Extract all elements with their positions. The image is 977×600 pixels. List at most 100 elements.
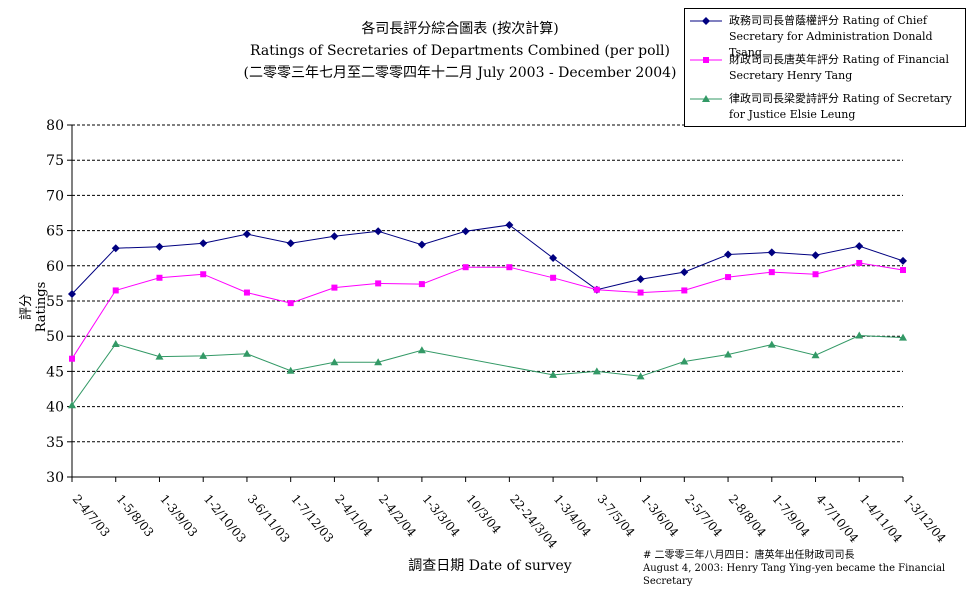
y-tick-label: 70 bbox=[46, 188, 64, 204]
data-point bbox=[680, 268, 689, 277]
x-tick-label: 4-7/10/04 bbox=[813, 492, 861, 546]
chart-legend: 政務司司長曾蔭權評分 Rating of Chief Secretary for… bbox=[684, 8, 966, 127]
data-point bbox=[506, 264, 513, 271]
chart-date-range: (二零零三年七月至二零零四年十二月 July 2003 - December 2… bbox=[243, 65, 677, 81]
square-marker-icon bbox=[690, 57, 722, 63]
series-group bbox=[68, 220, 907, 409]
x-tick-label: 1-2/10/03 bbox=[201, 492, 249, 545]
y-tick-label: 80 bbox=[46, 118, 64, 134]
y-tick-label: 65 bbox=[46, 224, 64, 240]
chart-title: 各司長評分綜合圖表 (按次計算) bbox=[361, 21, 559, 37]
data-point bbox=[592, 367, 601, 375]
x-tick-label: 2-8/8/04 bbox=[726, 492, 769, 540]
axes bbox=[67, 124, 904, 482]
data-point bbox=[724, 350, 733, 358]
data-point bbox=[768, 269, 775, 276]
data-point bbox=[199, 351, 208, 359]
x-tick-label: 3-6/11/03 bbox=[245, 492, 293, 545]
y-tick-label: 40 bbox=[46, 400, 64, 416]
x-axis-label: 調查日期 Date of survey bbox=[408, 558, 572, 574]
legend-label: 財政司司長唐英年評分 Rating of Financial Secretary… bbox=[729, 53, 949, 82]
data-point bbox=[156, 274, 163, 281]
footnote-line-1: # 二零零三年八月四日：唐英年出任財政司司長 bbox=[643, 550, 855, 561]
x-tick-label: 2-5/7/04 bbox=[682, 492, 725, 540]
data-point bbox=[549, 370, 558, 378]
y-tick-label: 35 bbox=[46, 435, 64, 451]
data-point bbox=[112, 287, 119, 294]
y-axis-label: 評分 Ratings bbox=[19, 281, 49, 333]
series-line bbox=[71, 262, 904, 359]
data-point bbox=[593, 286, 600, 293]
legend-entry-secretary-for-justice: 律政司司長梁愛詩評分 Rating of Secretary for Justi… bbox=[689, 91, 965, 125]
data-point bbox=[550, 274, 557, 281]
x-tick-label: 10/3/04 bbox=[463, 492, 504, 537]
y-tick-label: 55 bbox=[46, 294, 64, 310]
data-point bbox=[767, 248, 776, 257]
legend-label: 政務司司長曾蔭權評分 Rating of Chief Secretary for… bbox=[729, 14, 933, 59]
data-point bbox=[899, 256, 907, 265]
data-point bbox=[155, 352, 164, 360]
data-point bbox=[767, 340, 776, 348]
data-point bbox=[69, 355, 75, 362]
data-point bbox=[637, 289, 644, 296]
data-point bbox=[330, 232, 339, 241]
x-tick-label: 2-4/2/04 bbox=[376, 492, 419, 540]
y-tick-label: 30 bbox=[46, 470, 64, 486]
series-line bbox=[71, 334, 904, 406]
y-tick-label: 60 bbox=[46, 259, 64, 275]
x-tick-label: 1-4/11/04 bbox=[857, 492, 905, 546]
data-point bbox=[286, 366, 295, 374]
x-tick-label: 1-3/12/04 bbox=[901, 492, 949, 546]
data-point bbox=[812, 271, 819, 278]
data-point bbox=[724, 250, 733, 259]
data-point bbox=[856, 259, 863, 266]
x-tick-label: 1-3/3/04 bbox=[420, 492, 463, 540]
series-2 bbox=[68, 331, 907, 409]
data-point bbox=[111, 244, 120, 253]
diamond-marker-icon bbox=[690, 17, 722, 25]
data-point bbox=[417, 346, 426, 354]
data-point bbox=[549, 254, 558, 263]
x-tick-label: 3-7/5/04 bbox=[595, 492, 638, 540]
x-tick-label: 2-4/1/04 bbox=[332, 492, 375, 540]
data-point bbox=[461, 227, 470, 236]
series-line bbox=[71, 224, 904, 295]
x-tick-label: 1-5/8/03 bbox=[113, 492, 156, 540]
data-point bbox=[855, 331, 864, 339]
x-tick-label: 1-7/12/03 bbox=[288, 492, 336, 545]
data-point bbox=[374, 227, 383, 236]
data-point bbox=[374, 358, 383, 366]
series-0 bbox=[68, 220, 907, 298]
data-point bbox=[375, 280, 382, 287]
data-point bbox=[243, 289, 250, 296]
data-point bbox=[725, 274, 732, 281]
grid-lines bbox=[72, 124, 903, 443]
data-point bbox=[811, 351, 820, 359]
x-tick-label: 1-7/9/04 bbox=[769, 492, 812, 540]
data-point bbox=[899, 333, 907, 341]
chart-subtitle: Ratings of Secretaries of Departments Co… bbox=[249, 43, 670, 59]
legend-entry-financial-secretary: 財政司司長唐英年評分 Rating of Financial Secretary… bbox=[689, 52, 965, 86]
footnote-line-2: August 4, 2003: Henry Tang Ying-yen beca… bbox=[643, 563, 946, 587]
data-point bbox=[68, 401, 76, 409]
data-point bbox=[855, 242, 864, 251]
footnote: # 二零零三年八月四日：唐英年出任財政司司長 August 4, 2003: H… bbox=[643, 549, 973, 588]
y-tick-label: 75 bbox=[46, 153, 64, 169]
x-tick-label: 1-3/9/03 bbox=[157, 492, 200, 540]
series-1 bbox=[69, 259, 906, 362]
data-point bbox=[111, 339, 120, 347]
data-point bbox=[199, 239, 208, 248]
x-tick-label: 2-4/7/03 bbox=[70, 492, 113, 540]
data-point bbox=[200, 271, 207, 278]
y-tick-label: 45 bbox=[46, 364, 64, 380]
x-tick-label: 1-3/6/04 bbox=[638, 492, 681, 540]
data-point bbox=[462, 264, 469, 271]
data-point bbox=[505, 220, 514, 229]
data-point bbox=[636, 275, 645, 284]
legend-label: 律政司司長梁愛詩評分 Rating of Secretary for Justi… bbox=[729, 92, 952, 121]
data-point bbox=[155, 242, 164, 251]
data-point bbox=[287, 300, 294, 307]
data-point bbox=[417, 240, 426, 249]
data-point bbox=[636, 372, 645, 380]
